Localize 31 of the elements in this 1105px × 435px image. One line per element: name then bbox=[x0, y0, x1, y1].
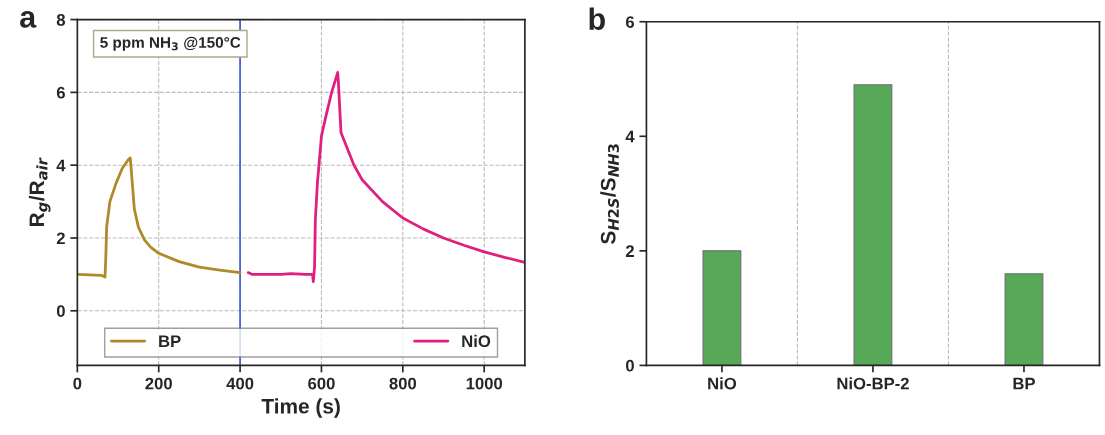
y-tick-label: 8 bbox=[56, 13, 66, 26]
bar bbox=[1004, 273, 1044, 366]
y-tick-label: 6 bbox=[56, 86, 65, 99]
x-tick-label: 400 bbox=[226, 377, 254, 390]
x-tick-label: 600 bbox=[308, 377, 335, 390]
line-series bbox=[77, 156, 242, 279]
y-tick-label: 6 bbox=[625, 16, 635, 28]
x-axis-title: Time (s) bbox=[261, 398, 340, 418]
y-axis-title: R$_{g}$/R$_{air}$ bbox=[28, 157, 51, 227]
x-tick-label: 1000 bbox=[466, 377, 503, 390]
x-tick-label: 800 bbox=[389, 377, 417, 390]
bar bbox=[702, 250, 742, 366]
x-tick-label: NiO bbox=[708, 377, 737, 390]
annotation: 5 ppm NH$_{3}$ @150°C bbox=[100, 36, 241, 51]
y-tick-label: 2 bbox=[56, 232, 65, 245]
line-series bbox=[246, 70, 525, 284]
chart-title: a bbox=[20, 11, 37, 28]
x-tick-label: 200 bbox=[145, 377, 172, 390]
legend-label: BP bbox=[159, 335, 181, 347]
x-tick-label: 0 bbox=[73, 377, 82, 390]
y-axis-title: S$_{H2S}$/S$_{NH3}$ bbox=[600, 144, 619, 245]
y-tick-label: 4 bbox=[56, 159, 66, 172]
y-tick-label: 0 bbox=[56, 305, 65, 317]
y-tick-label: 2 bbox=[625, 245, 634, 257]
bar bbox=[853, 84, 893, 366]
y-tick-label: 0 bbox=[626, 359, 634, 372]
legend-label: NiO bbox=[462, 334, 491, 348]
chart-title: b bbox=[589, 7, 605, 30]
x-tick-label: BP bbox=[1013, 377, 1035, 390]
x-tick-label: NiO-BP-2 bbox=[837, 377, 909, 390]
y-tick-label: 4 bbox=[625, 130, 635, 143]
